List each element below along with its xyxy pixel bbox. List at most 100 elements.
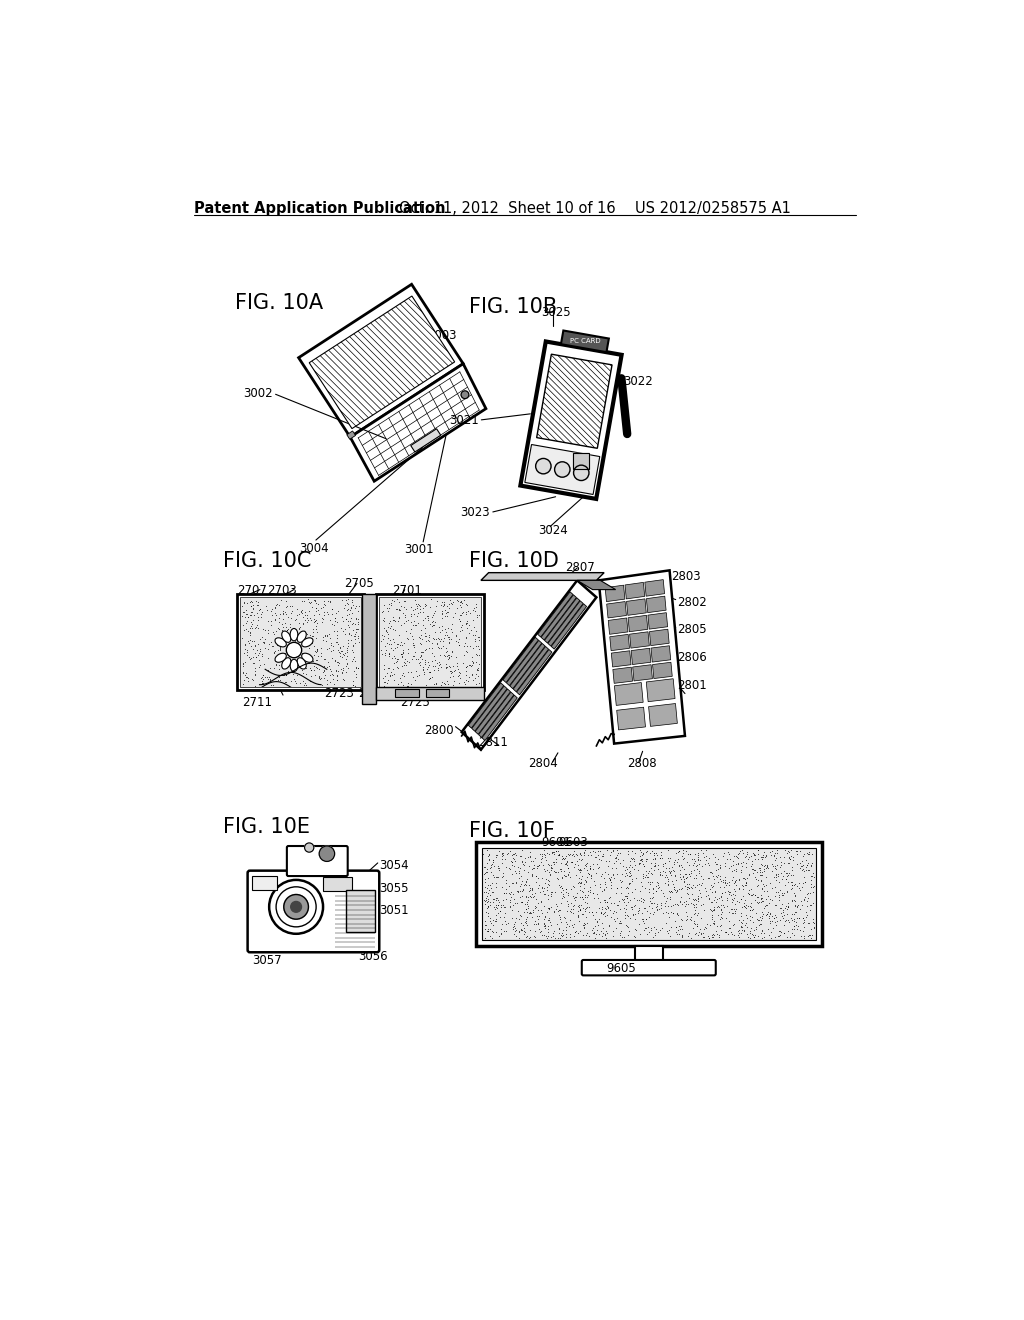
- Point: [477, 890, 494, 911]
- Polygon shape: [551, 603, 587, 649]
- Point: [726, 873, 742, 894]
- Point: [751, 925, 767, 946]
- Point: [769, 840, 785, 861]
- Point: [631, 854, 647, 875]
- Point: [278, 616, 294, 638]
- Point: [778, 898, 795, 919]
- Point: [794, 891, 810, 912]
- Point: [244, 602, 260, 623]
- Point: [445, 606, 462, 627]
- Point: [602, 892, 618, 913]
- Point: [285, 660, 301, 681]
- Point: [422, 668, 438, 689]
- Point: [530, 919, 547, 940]
- Point: [332, 645, 348, 667]
- Point: [351, 631, 368, 652]
- Point: [330, 660, 346, 681]
- Point: [790, 896, 806, 917]
- Point: [786, 886, 803, 907]
- Point: [586, 870, 602, 891]
- Point: [711, 924, 727, 945]
- Point: [621, 857, 637, 878]
- Point: [745, 920, 762, 941]
- Point: [740, 883, 757, 904]
- Point: [617, 857, 634, 878]
- Point: [344, 603, 360, 624]
- Point: [389, 648, 406, 669]
- Point: [632, 845, 648, 866]
- Point: [781, 847, 798, 869]
- Point: [393, 634, 410, 655]
- Point: [741, 879, 758, 900]
- Point: [752, 913, 768, 935]
- Point: [725, 845, 741, 866]
- Point: [490, 841, 507, 862]
- Point: [274, 643, 291, 664]
- Point: [559, 863, 575, 884]
- Point: [416, 661, 432, 682]
- Point: [554, 867, 570, 888]
- Point: [788, 915, 805, 936]
- Point: [602, 871, 618, 892]
- Point: [483, 927, 500, 948]
- Point: [698, 845, 715, 866]
- Point: [799, 884, 815, 906]
- Point: [803, 919, 819, 940]
- Point: [506, 850, 522, 871]
- Point: [593, 903, 609, 924]
- Point: [517, 908, 534, 929]
- Point: [658, 865, 675, 886]
- Polygon shape: [537, 354, 612, 449]
- Point: [744, 842, 761, 863]
- Point: [691, 850, 708, 871]
- Point: [294, 590, 310, 611]
- Point: [255, 632, 271, 653]
- Point: [262, 657, 279, 678]
- Point: [238, 612, 254, 634]
- Point: [730, 843, 746, 865]
- Bar: [346, 890, 376, 932]
- Point: [600, 896, 616, 917]
- Point: [343, 591, 359, 612]
- Text: 2802: 2802: [677, 595, 707, 609]
- Point: [656, 853, 673, 874]
- Point: [734, 874, 751, 895]
- Point: [566, 854, 583, 875]
- Point: [755, 907, 771, 928]
- Point: [766, 846, 782, 867]
- Point: [489, 855, 506, 876]
- Point: [523, 878, 540, 899]
- Point: [631, 900, 647, 921]
- Point: [288, 672, 304, 693]
- Point: [237, 602, 253, 623]
- Point: [750, 849, 766, 870]
- Point: [407, 615, 423, 636]
- Point: [792, 857, 808, 878]
- Point: [343, 607, 359, 628]
- Point: [585, 902, 601, 923]
- Point: [261, 667, 278, 688]
- Point: [519, 896, 536, 917]
- Point: [309, 675, 326, 696]
- Point: [726, 913, 742, 935]
- Point: [342, 599, 358, 620]
- Point: [268, 594, 285, 615]
- Point: [710, 916, 726, 937]
- Point: [342, 610, 358, 631]
- Point: [386, 645, 402, 667]
- Point: [430, 659, 446, 680]
- Point: [467, 624, 483, 645]
- Point: [737, 898, 754, 919]
- Point: [508, 919, 524, 940]
- Point: [233, 595, 250, 616]
- Point: [647, 925, 664, 946]
- Point: [744, 900, 761, 921]
- Point: [266, 603, 283, 624]
- Point: [527, 896, 544, 917]
- FancyBboxPatch shape: [582, 960, 716, 975]
- Point: [738, 907, 755, 928]
- Point: [537, 917, 553, 939]
- Point: [569, 904, 586, 925]
- Point: [768, 870, 784, 891]
- Point: [283, 602, 299, 623]
